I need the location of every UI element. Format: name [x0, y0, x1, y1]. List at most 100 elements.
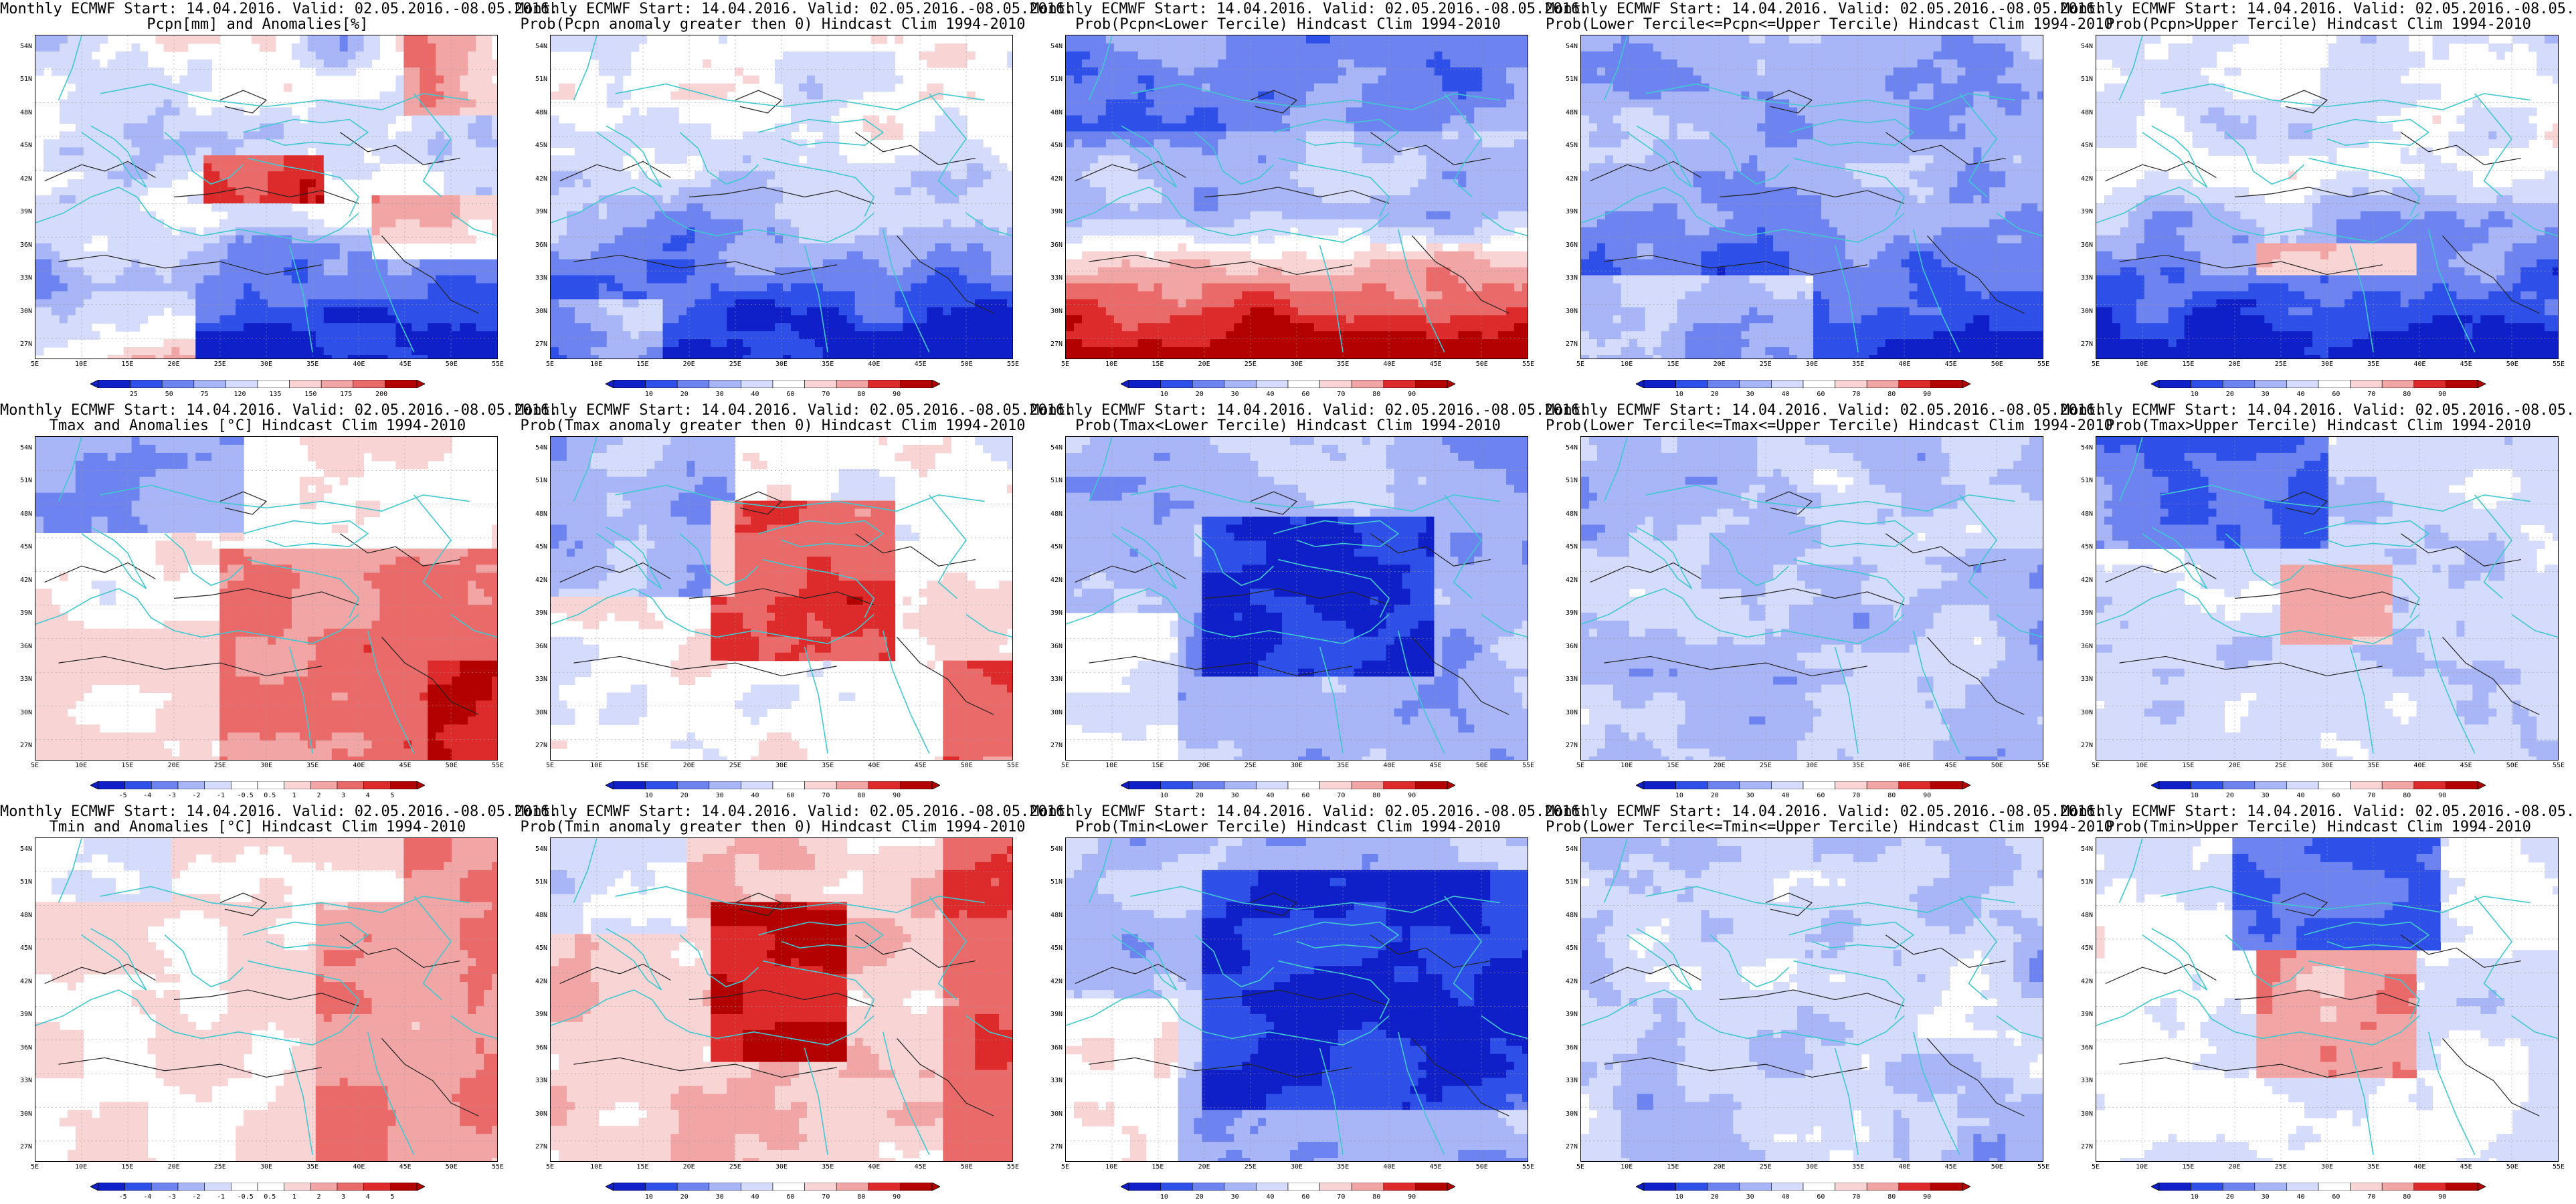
lon-label: 55E	[2032, 361, 2055, 368]
coastline	[367, 630, 415, 754]
coastline	[243, 921, 369, 949]
forecast-map	[1580, 837, 2043, 1162]
coastline	[2427, 630, 2476, 754]
contour-line	[1370, 132, 1491, 165]
lat-label: 54N	[9, 43, 32, 50]
coastline	[450, 213, 497, 237]
map-panel: Monthly ECMWF Start: 14.04.2016. Valid: …	[1030, 0, 1588, 401]
contour-line	[1089, 656, 1352, 677]
panel-title-line1: Monthly ECMWF Start: 14.04.2016. Valid: …	[515, 804, 1073, 820]
lon-label: 55E	[1517, 361, 1540, 368]
contour-line	[1204, 187, 1390, 204]
coastline	[2511, 1015, 2558, 1039]
lat-label: 48N	[9, 912, 32, 919]
coastline	[551, 588, 875, 644]
lon-label: 5E	[1054, 1163, 1077, 1171]
colorbar-tick-label: 4	[358, 792, 378, 799]
contour-line	[1927, 1038, 2025, 1116]
lat-label: 45N	[1040, 944, 1063, 952]
lon-label: 45E	[1940, 1163, 1962, 1171]
lon-label: 55E	[1002, 762, 1024, 769]
coastline	[2142, 928, 2208, 991]
contour-line	[1089, 254, 1352, 276]
lat-label: 54N	[1555, 43, 1578, 50]
contour-line	[573, 1057, 837, 1078]
panel-title-line1: Monthly ECMWF Start: 14.04.2016. Valid: …	[515, 1, 1073, 17]
coastline	[1710, 934, 1790, 988]
coastline	[1959, 896, 1998, 1001]
map-panel: Monthly ECMWF Start: 14.04.2016. Valid: …	[515, 0, 1073, 401]
coastline	[1066, 187, 1390, 243]
colorbar-tick-label: 80	[2397, 391, 2417, 398]
lon-label: 25E	[1754, 762, 1777, 769]
coastline	[1481, 1015, 1528, 1039]
lon-label: 5E	[1054, 361, 1077, 368]
coastline	[35, 989, 359, 1045]
coastline	[1788, 520, 1915, 548]
contour-line	[1370, 533, 1491, 567]
colorbar-tick-label: 40	[1261, 1193, 1281, 1201]
coastline	[1581, 588, 1905, 644]
colorbar-tick-label: 80	[851, 792, 871, 799]
lon-label: 30E	[2316, 762, 2338, 769]
lon-label: 50E	[1471, 1163, 1493, 1171]
lon-label: 20E	[678, 762, 701, 769]
colorbar-tick-label: 150	[300, 391, 320, 398]
colorbar-tick-label: 70	[816, 391, 836, 398]
coastline	[2304, 520, 2430, 548]
lat-label: 36N	[2070, 643, 2093, 650]
coastline	[965, 213, 1012, 237]
contour-line	[2401, 132, 2521, 165]
lon-label: 50E	[1471, 762, 1493, 769]
lon-label: 40E	[1893, 361, 1916, 368]
coastline	[596, 928, 662, 991]
contour-line	[559, 161, 671, 181]
colorbar-tick-label: -4	[137, 1193, 157, 1201]
lon-label: 55E	[1002, 361, 1024, 368]
colorbar-tick-label: 90	[2432, 391, 2452, 398]
map-field	[35, 437, 497, 760]
colorbar-tick-label: 20	[2220, 1193, 2240, 1201]
lat-label: 51N	[9, 878, 32, 886]
lat-label: 51N	[2070, 76, 2093, 83]
panel-title-line2: Tmax and Anomalies [°C] Hindcast Clim 19…	[0, 418, 515, 434]
lat-label: 48N	[2070, 109, 2093, 116]
lat-label: 45N	[1555, 142, 1578, 149]
coastline	[1645, 886, 2015, 913]
lat-label: 51N	[1040, 76, 1063, 83]
contour-line	[855, 934, 976, 968]
lon-label: 55E	[2032, 1163, 2055, 1171]
contour-line	[735, 491, 783, 515]
lon-label: 40E	[347, 762, 370, 769]
lon-label: 50E	[1471, 361, 1493, 368]
contour-line	[2442, 637, 2540, 715]
lat-label: 27N	[1040, 340, 1063, 348]
lat-label: 42N	[2070, 978, 2093, 985]
lat-label: 42N	[1555, 577, 1578, 584]
contour-line	[1412, 1038, 1509, 1116]
panel-title-line1: Monthly ECMWF Start: 14.04.2016. Valid: …	[0, 1, 558, 17]
map-panel: Monthly ECMWF Start: 14.04.2016. Valid: …	[515, 401, 1073, 803]
colorbar-tick-label: 90	[1402, 391, 1422, 398]
colorbar-tick-label: 30	[2256, 391, 2276, 398]
coastline	[35, 187, 359, 243]
colorbar-tick-label: 10	[2185, 391, 2205, 398]
coastline	[58, 838, 82, 903]
colorbar-tick-label: 30	[2256, 1193, 2276, 1201]
colorbar-tick-label: 90	[1402, 1193, 1422, 1201]
lat-label: 54N	[525, 43, 547, 50]
panel-title-line2: Tmin and Anomalies [°C] Hindcast Clim 19…	[0, 819, 515, 835]
contour-line	[381, 1038, 479, 1116]
contour-line	[559, 562, 671, 583]
colorbar-tick-label: -1	[211, 1193, 231, 1201]
colorbar-tick-label: 70	[2361, 391, 2381, 398]
coastline	[1397, 630, 1445, 754]
lat-label: 30N	[525, 308, 547, 315]
lat-label: 45N	[2070, 142, 2093, 149]
coastline	[1793, 559, 1905, 618]
coastline	[929, 494, 968, 599]
colorbar-tick-label: 20	[2220, 391, 2240, 398]
lon-label: 5E	[1569, 762, 1592, 769]
lat-label: 42N	[2070, 175, 2093, 183]
